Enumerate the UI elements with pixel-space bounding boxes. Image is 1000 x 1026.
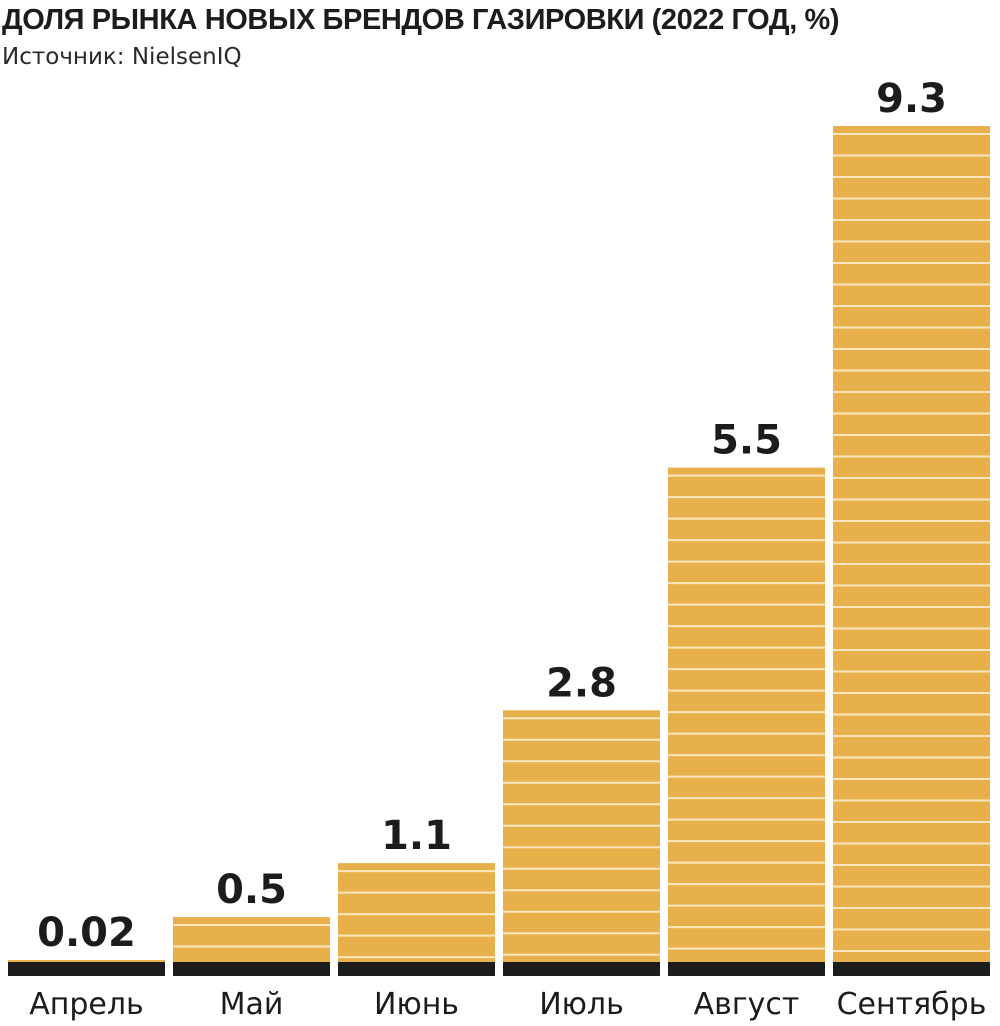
bar-group: 1.1 Июнь [338, 813, 495, 1022]
category-label: Сентябрь [837, 987, 987, 1022]
bar [833, 126, 990, 962]
bar-base [833, 962, 990, 976]
category-label: Май [220, 987, 284, 1022]
bar-base [668, 962, 825, 976]
value-label: 2.8 [546, 660, 617, 706]
bar [503, 710, 660, 962]
category-label: Август [694, 987, 800, 1022]
bar-group: 2.8 Июль [503, 660, 660, 1022]
value-label: 0.5 [216, 867, 287, 913]
bar [8, 960, 165, 962]
value-label: 9.3 [876, 76, 947, 122]
category-label: Июнь [374, 987, 459, 1022]
bar-group: 9.3 Сентябрь [833, 76, 990, 1022]
bar-base [503, 962, 660, 976]
bar [338, 863, 495, 962]
value-label: 1.1 [381, 813, 452, 859]
category-label: Апрель [29, 987, 144, 1022]
value-label: 5.5 [711, 418, 782, 464]
bar-group: 5.5 Август [668, 418, 825, 1022]
bar-group: 0.5 Май [173, 867, 330, 1022]
category-label: Июль [539, 987, 624, 1022]
bar-base [8, 962, 165, 976]
chart-subtitle: Источник: NielsenIQ [2, 44, 242, 70]
bar-base [173, 962, 330, 976]
bar [668, 467, 825, 962]
bar-group: 0.02 Апрель [8, 910, 165, 1022]
bar [173, 917, 330, 962]
value-label: 0.02 [37, 910, 136, 956]
chart-title: ДОЛЯ РЫНКА НОВЫХ БРЕНДОВ ГАЗИРОВКИ (2022… [2, 4, 840, 36]
bar-base [338, 962, 495, 976]
